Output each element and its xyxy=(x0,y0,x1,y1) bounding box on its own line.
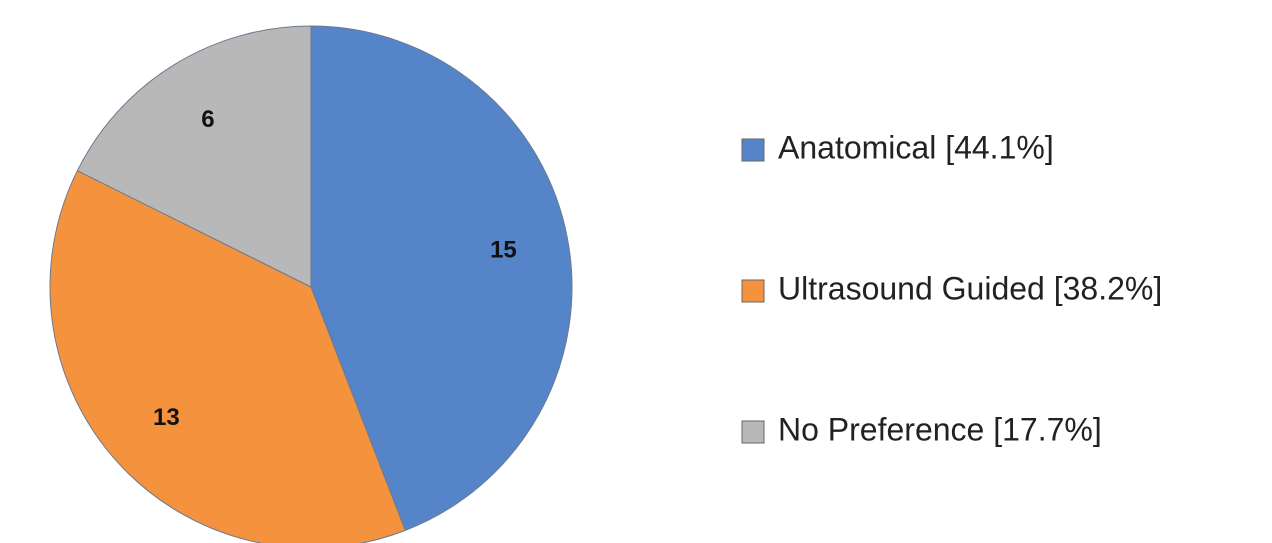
data-label: 6 xyxy=(201,106,214,133)
legend-swatch xyxy=(741,138,765,162)
legend-label: No Preference [17.7%] xyxy=(778,411,1102,447)
pie-slice xyxy=(76,25,312,288)
legend-label: Ultrasound Guided [38.2%] xyxy=(778,270,1162,306)
legend-swatch xyxy=(741,420,765,444)
pie-slice xyxy=(49,169,406,543)
legend-label: Anatomical [44.1%] xyxy=(778,129,1054,165)
legend-swatch xyxy=(741,279,765,303)
pie-slice xyxy=(310,25,573,532)
data-label: 13 xyxy=(153,404,180,431)
data-label: 15 xyxy=(490,236,517,263)
